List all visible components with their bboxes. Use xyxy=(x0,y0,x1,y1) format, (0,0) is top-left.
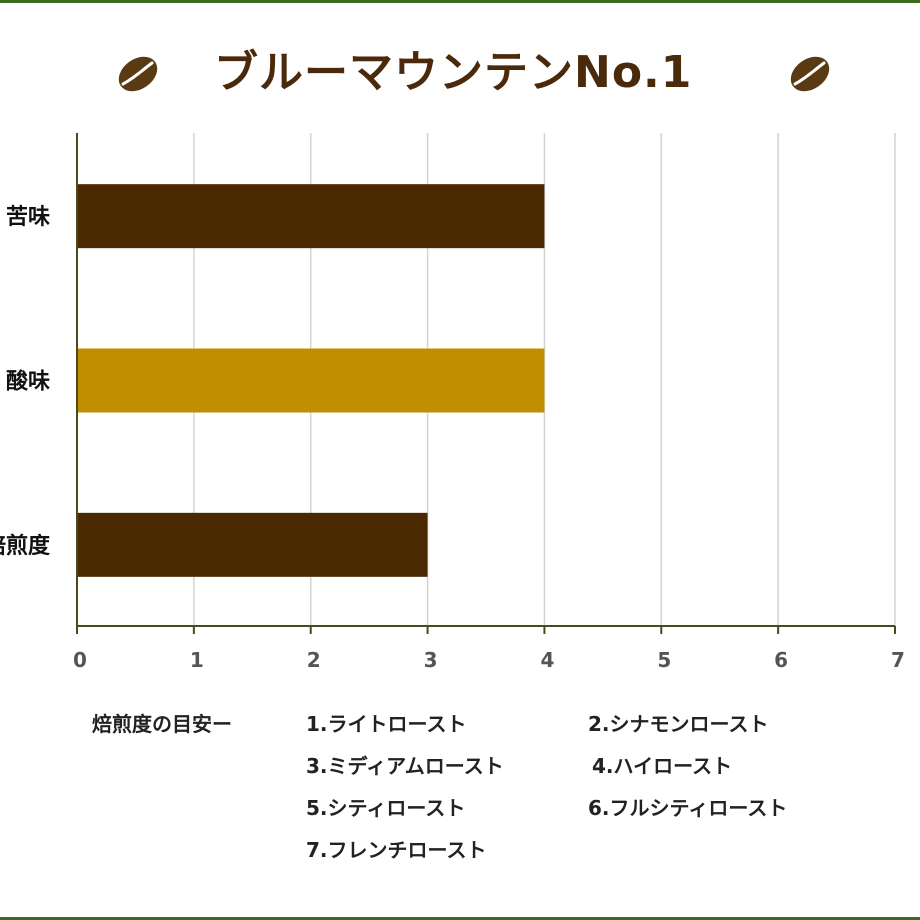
axes xyxy=(76,133,896,634)
bar xyxy=(77,348,545,413)
roast-level-legend: 焙煎度の目安ー 1.ライトロースト 2.シナモンロースト 3.ミディアムロースト… xyxy=(0,700,920,880)
coffee-bean-icon xyxy=(118,56,158,92)
legend-item-1: 1.ライトロースト xyxy=(306,712,467,736)
coffee-bean-icon xyxy=(790,56,830,92)
chart-title: ブルーマウンテンNo.1 xyxy=(214,47,693,98)
category-label: 酸味 xyxy=(6,370,50,395)
x-tick-label: 4 xyxy=(540,648,554,672)
title-row: ブルーマウンテンNo.1 xyxy=(0,38,920,108)
legend-item-5: 5.シティロースト xyxy=(306,796,466,820)
legend-item-6: 6.フルシティロースト xyxy=(588,796,788,820)
category-label: 苦味 xyxy=(6,205,50,230)
bar xyxy=(77,184,545,249)
category-labels: 苦味酸味焙煎度 xyxy=(0,205,51,559)
bars xyxy=(77,184,545,577)
x-tick-label: 0 xyxy=(73,648,87,672)
legend-item-4: 4.ハイロースト xyxy=(592,754,733,778)
bar-chart: 苦味酸味焙煎度 0 1 2 3 4 5 6 7 xyxy=(0,133,905,672)
category-label: 焙煎度 xyxy=(0,533,51,559)
bar xyxy=(77,512,428,577)
x-tick-labels: 0 1 2 3 4 5 6 7 xyxy=(73,648,905,672)
legend-item-2: 2.シナモンロースト xyxy=(588,712,769,736)
legend-heading: 焙煎度の目安ー xyxy=(92,712,232,736)
legend-item-3: 3.ミディアムロースト xyxy=(306,754,504,778)
x-tick-label: 7 xyxy=(891,648,905,672)
x-tick-label: 3 xyxy=(424,648,438,672)
legend-item-7: 7.フレンチロースト xyxy=(306,838,487,862)
x-tick-label: 2 xyxy=(307,648,321,672)
x-tick-label: 5 xyxy=(657,648,671,672)
x-tick-label: 1 xyxy=(190,648,204,672)
x-tick-label: 6 xyxy=(774,648,788,672)
